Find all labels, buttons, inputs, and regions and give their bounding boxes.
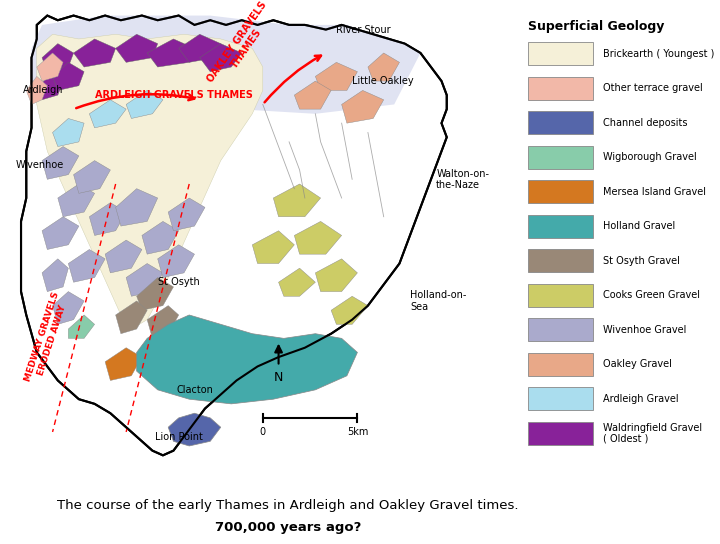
Polygon shape [252, 231, 294, 263]
Polygon shape [89, 100, 126, 128]
Polygon shape [315, 63, 357, 90]
Polygon shape [37, 34, 263, 329]
Polygon shape [315, 259, 357, 292]
Polygon shape [42, 259, 68, 292]
Polygon shape [168, 413, 221, 446]
Text: N: N [274, 371, 283, 384]
Text: Wivenhoe Gravel: Wivenhoe Gravel [603, 325, 686, 335]
Polygon shape [279, 268, 315, 296]
Polygon shape [42, 146, 79, 180]
Text: The course of the early Thames in Ardleigh and Oakley Gravel times.: The course of the early Thames in Ardlei… [58, 499, 518, 512]
Polygon shape [68, 315, 94, 338]
Polygon shape [116, 189, 158, 226]
FancyBboxPatch shape [528, 77, 593, 100]
Polygon shape [368, 53, 400, 81]
Text: Brickearth ( Youngest ): Brickearth ( Youngest ) [603, 49, 714, 59]
Polygon shape [53, 119, 84, 146]
Text: 5km: 5km [347, 427, 368, 437]
Text: Waldringfield Gravel
( Oldest ): Waldringfield Gravel ( Oldest ) [603, 423, 702, 443]
Polygon shape [68, 250, 105, 282]
FancyBboxPatch shape [528, 284, 593, 307]
Polygon shape [168, 198, 205, 231]
Polygon shape [294, 221, 342, 254]
Polygon shape [331, 296, 368, 324]
Text: Wigborough Gravel: Wigborough Gravel [603, 152, 697, 162]
Polygon shape [105, 348, 142, 380]
Polygon shape [147, 306, 179, 338]
Text: Holland Gravel: Holland Gravel [603, 221, 675, 231]
Text: Clacton: Clacton [176, 385, 213, 395]
Text: Lion Point: Lion Point [155, 431, 202, 442]
Polygon shape [73, 39, 116, 67]
FancyBboxPatch shape [528, 112, 593, 134]
Text: Walton-on-
the-Naze: Walton-on- the-Naze [436, 169, 490, 190]
Text: Ardleigh Gravel: Ardleigh Gravel [603, 394, 679, 404]
Text: Holland-on-
Sea: Holland-on- Sea [410, 290, 467, 312]
Text: 700,000 years ago?: 700,000 years ago? [215, 521, 361, 534]
Polygon shape [294, 81, 331, 109]
Polygon shape [105, 240, 142, 273]
Polygon shape [21, 16, 446, 455]
FancyBboxPatch shape [528, 42, 593, 65]
Polygon shape [73, 160, 110, 193]
Text: OAKLEY GRAVELS
THAMES: OAKLEY GRAVELS THAMES [205, 0, 278, 90]
Polygon shape [142, 221, 179, 254]
Text: 0: 0 [260, 427, 266, 437]
Text: Superficial Geology: Superficial Geology [528, 21, 665, 33]
Polygon shape [32, 16, 420, 114]
Text: ARDLEIGH GRAVELS THAMES: ARDLEIGH GRAVELS THAMES [94, 90, 253, 100]
Polygon shape [53, 63, 84, 90]
FancyBboxPatch shape [528, 146, 593, 169]
Text: Wivenhoe: Wivenhoe [16, 160, 64, 170]
Polygon shape [89, 203, 126, 236]
Polygon shape [27, 76, 48, 104]
Text: Other terrace gravel: Other terrace gravel [603, 83, 703, 94]
Polygon shape [37, 53, 63, 81]
Polygon shape [42, 44, 73, 72]
Polygon shape [116, 301, 147, 333]
Text: St Osyth: St Osyth [158, 277, 199, 287]
Polygon shape [137, 277, 174, 310]
Polygon shape [53, 292, 84, 324]
FancyBboxPatch shape [528, 181, 593, 203]
Text: MEDWAY GRAVELS
ERODED AWAY: MEDWAY GRAVELS ERODED AWAY [24, 291, 71, 386]
Polygon shape [58, 184, 94, 217]
FancyBboxPatch shape [528, 353, 593, 376]
Polygon shape [42, 217, 79, 250]
Text: River Stour: River Stour [336, 24, 391, 35]
Polygon shape [126, 263, 163, 296]
Text: Ardleigh: Ardleigh [22, 85, 63, 95]
Polygon shape [137, 315, 357, 404]
Polygon shape [116, 34, 158, 63]
Text: St Osyth Gravel: St Osyth Gravel [603, 256, 680, 266]
Polygon shape [37, 76, 63, 100]
Polygon shape [126, 90, 163, 119]
Text: Mersea Island Gravel: Mersea Island Gravel [603, 187, 706, 197]
Text: Channel deposits: Channel deposits [603, 118, 688, 128]
Text: Little Oakley: Little Oakley [352, 76, 414, 86]
FancyBboxPatch shape [528, 318, 593, 341]
FancyBboxPatch shape [528, 215, 593, 238]
Polygon shape [147, 39, 194, 67]
FancyBboxPatch shape [528, 422, 593, 444]
Text: Cooks Green Gravel: Cooks Green Gravel [603, 290, 700, 300]
Polygon shape [342, 90, 384, 123]
Text: Oakley Gravel: Oakley Gravel [603, 359, 672, 369]
FancyBboxPatch shape [528, 249, 593, 272]
Polygon shape [158, 245, 194, 277]
Polygon shape [179, 34, 221, 63]
FancyBboxPatch shape [528, 387, 593, 410]
Polygon shape [199, 44, 242, 72]
Polygon shape [274, 184, 320, 217]
